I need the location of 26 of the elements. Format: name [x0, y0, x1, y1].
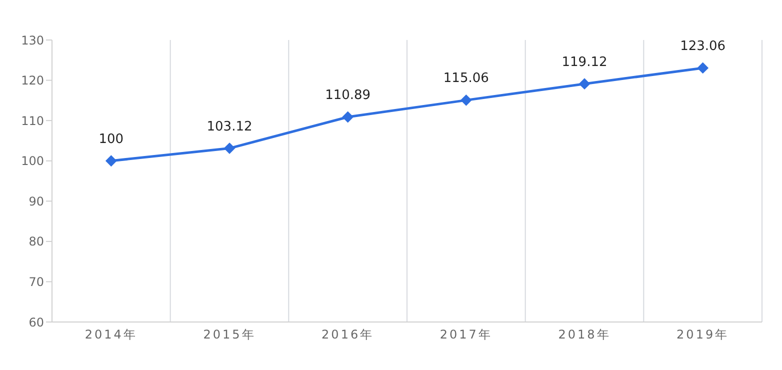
data-label: 115.06: [443, 71, 489, 86]
x-tick-label: 2014年: [84, 328, 138, 342]
data-label: 123.06: [680, 38, 726, 54]
x-tick-label: 2015年: [203, 328, 256, 342]
y-tick-label: 130: [21, 33, 44, 48]
data-label: 110.89: [325, 88, 371, 103]
x-tick-label: 2018年: [558, 328, 611, 342]
x-tick-label: 2019年: [676, 328, 730, 342]
point: [224, 142, 235, 154]
y-tick-label: 110: [21, 114, 44, 128]
point: [697, 62, 708, 74]
point: [460, 94, 472, 106]
point: [106, 155, 117, 166]
data-label: 100: [98, 132, 124, 147]
data-label: 119.12: [562, 54, 608, 70]
x-tick-label: 2016年: [322, 328, 374, 342]
x-tick-label: 2017年: [440, 328, 492, 342]
data-label: 103.12: [206, 119, 252, 134]
y-tick-label: 80: [28, 234, 44, 249]
y-tick-label: 70: [28, 274, 44, 289]
y-tick-label: 60: [28, 315, 44, 330]
y-tick-label: 100: [21, 154, 44, 168]
point: [342, 111, 354, 122]
point: [579, 78, 590, 90]
y-tick-label: 90: [28, 194, 44, 208]
y-tick-label: 120: [21, 74, 44, 88]
